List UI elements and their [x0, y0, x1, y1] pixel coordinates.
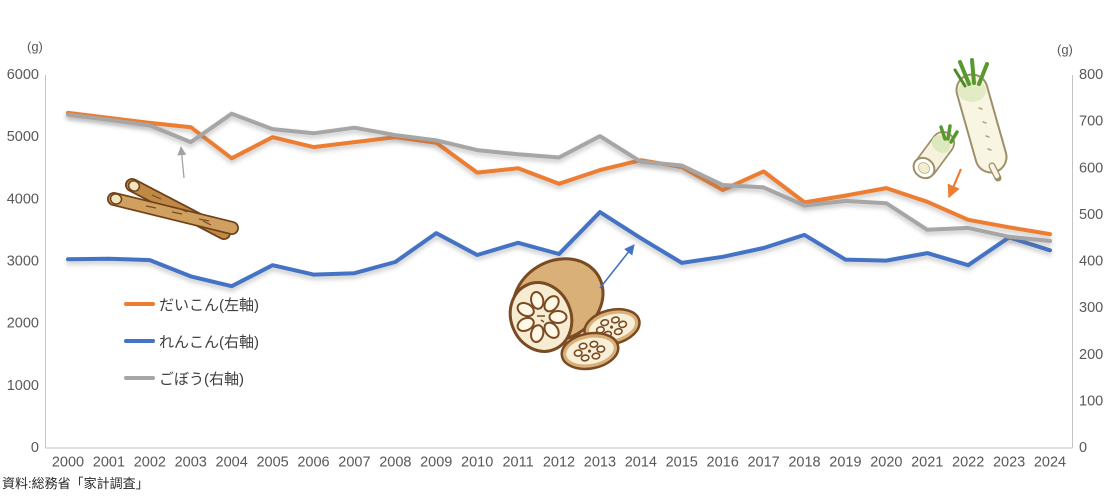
right-axis-tick-label: 200 — [1079, 347, 1103, 363]
daikon-leaves — [953, 58, 989, 88]
lotus-holes — [516, 291, 568, 343]
x-axis-year-label: 2022 — [952, 455, 984, 471]
x-axis-year-label: 2014 — [625, 455, 657, 471]
legend-item-renkon: れんこん(右軸) — [124, 330, 259, 352]
legend-item-daikon: だいこん(左軸) — [124, 293, 259, 315]
x-axis-year-label: 2002 — [134, 455, 166, 471]
right-axis-tick-label: 700 — [1079, 114, 1103, 130]
legend-label-daikon: だいこん(左軸) — [159, 296, 259, 314]
x-axis-year-label: 2001 — [93, 455, 125, 471]
right-axis-tick-label: 300 — [1079, 300, 1103, 316]
x-axis-year-label: 2021 — [911, 455, 943, 471]
x-axis-year-label: 2023 — [993, 455, 1025, 471]
left-axis-unit-label: (g) — [27, 39, 43, 54]
source-note: 資料:総務省「家計調査」 — [2, 476, 149, 491]
right-axis-tick-label: 800 — [1079, 67, 1103, 83]
x-axis-year-label: 2015 — [666, 455, 698, 471]
れんこん(右軸)-line — [66, 210, 1052, 289]
x-axis-year-label: 2003 — [175, 455, 207, 471]
x-axis-year-label: 2017 — [747, 455, 779, 471]
left-axis-tick-label: 0 — [31, 440, 39, 456]
left-axis-tick-label: 6000 — [7, 67, 39, 83]
legend-label-gobo: ごぼう(右軸) — [159, 370, 244, 388]
legend-item-gobo: ごぼう(右軸) — [124, 367, 259, 389]
x-axis-year-label: 2000 — [52, 455, 84, 471]
x-axis-year-label: 2018 — [788, 455, 820, 471]
daikon-series-swatch — [124, 301, 155, 307]
x-axis-year-label: 2008 — [379, 455, 411, 471]
x-axis-year-label: 2016 — [707, 455, 739, 471]
legend-label-renkon: れんこん(右軸) — [159, 333, 259, 351]
burdock-callout-arrow — [177, 146, 187, 179]
right-axis-tick-label: 100 — [1079, 393, 1103, 409]
left-axis-tick-label: 5000 — [7, 129, 39, 145]
left-axis-tick-label: 4000 — [7, 191, 39, 207]
x-axis-year-label: 2007 — [338, 455, 370, 471]
lotus-callout-arrow — [599, 244, 635, 289]
burdock-texture — [145, 194, 212, 226]
gobo-series-swatch — [124, 375, 155, 381]
x-axis-year-label: 2012 — [543, 455, 575, 471]
right-axis-tick-label: 500 — [1079, 207, 1103, 223]
right-axis-tick-label: 400 — [1079, 254, 1103, 270]
x-axis-year-label: 2005 — [256, 455, 288, 471]
だいこん(左軸)-line — [66, 110, 1052, 237]
x-axis-year-label: 2013 — [584, 455, 616, 471]
lotus-root-illustration — [508, 257, 641, 371]
left-axis-tick-label: 1000 — [7, 378, 39, 394]
renkon-series-swatch — [124, 338, 155, 344]
ごぼう(右軸)-line — [66, 111, 1052, 243]
x-axis-year-label: 2006 — [297, 455, 329, 471]
left-axis-tick-label: 2000 — [7, 316, 39, 332]
daikon-piece-leaves — [939, 124, 959, 144]
left-axis-tick-label: 3000 — [7, 254, 39, 270]
x-axis-year-label: 2020 — [870, 455, 902, 471]
x-axis-year-label: 2019 — [829, 455, 861, 471]
right-axis-tick-label: 0 — [1079, 440, 1087, 456]
daikon-callout-arrow — [947, 168, 963, 199]
axes-layer: 0 1000 2000 3000 4000 5000 6000 0 100 200 300 400 50… — [7, 67, 1103, 471]
x-axis-year-label: 2004 — [216, 455, 248, 471]
x-axis-year-label: 2010 — [461, 455, 493, 471]
legend: だいこん(左軸) れんこん(右軸) ごぼう(右軸) — [124, 293, 259, 404]
x-axis-year-label: 2024 — [1034, 455, 1066, 471]
lotus-slice-2 — [560, 331, 620, 371]
daikon-speckles — [978, 107, 992, 151]
series-layer — [66, 110, 1052, 289]
burdock-illustration — [107, 178, 239, 240]
daikon-illustration — [912, 58, 1008, 182]
x-axis-year-label: 2011 — [502, 455, 533, 471]
right-axis-unit-label: (g) — [1057, 42, 1073, 57]
x-axis-year-label: 2009 — [420, 455, 452, 471]
right-axis-tick-label: 600 — [1079, 160, 1103, 176]
